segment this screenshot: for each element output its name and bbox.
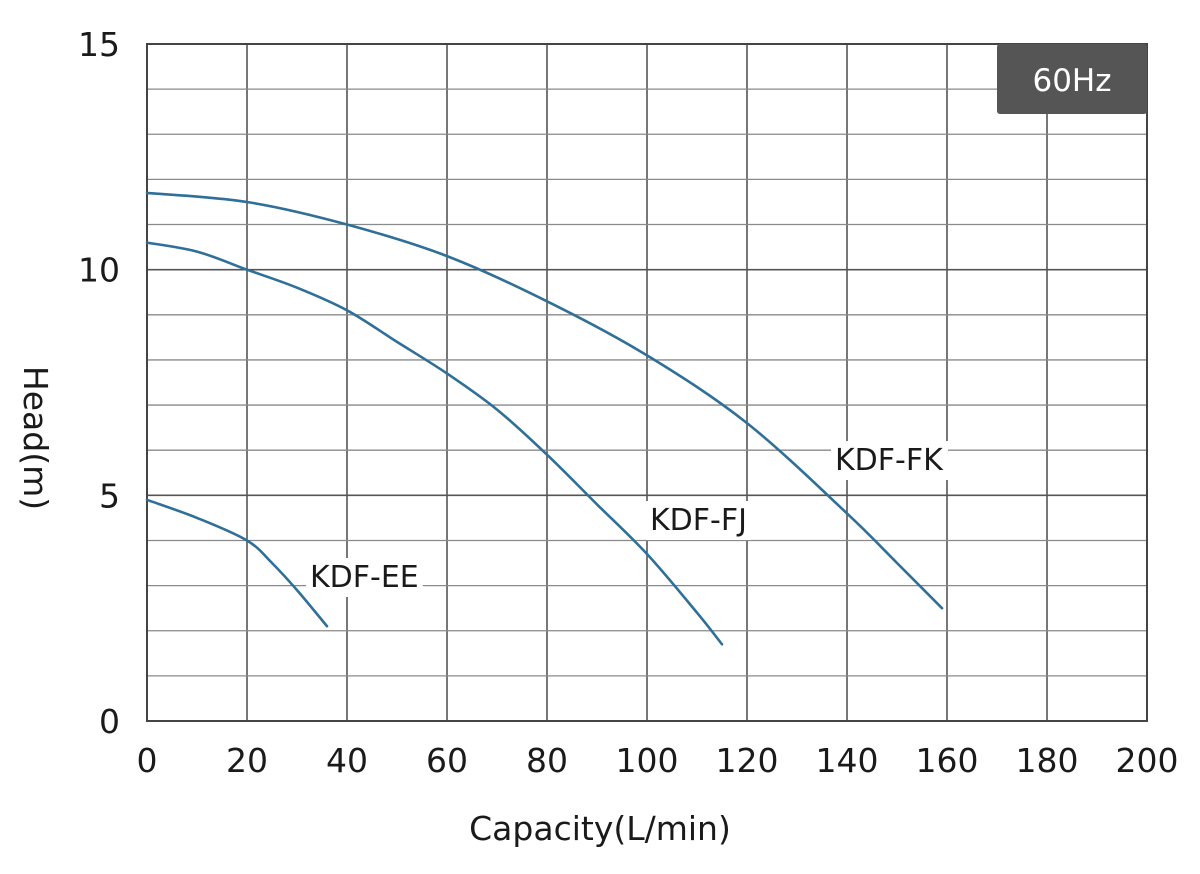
frequency-badge: 60Hz: [997, 44, 1147, 114]
y-axis-title: Head(m): [16, 366, 55, 510]
x-tick-label: 200: [1116, 741, 1179, 780]
y-tick-label: 15: [78, 25, 120, 64]
y-tick-label: 0: [99, 702, 120, 741]
x-tick-label: 80: [526, 741, 568, 780]
x-tick-label: 40: [326, 741, 368, 780]
series-label-background: [646, 501, 751, 540]
badge-background: [997, 44, 1147, 114]
series-line-kdf-ee: [145, 498, 329, 628]
x-tick-label: 20: [226, 741, 268, 780]
series-label-background: [306, 558, 423, 597]
y-tick-label: 5: [99, 476, 120, 515]
y-tick-label: 10: [78, 251, 120, 290]
series-line-kdf-fk: [145, 191, 944, 610]
x-tick-label: 160: [916, 741, 979, 780]
series-label-kdf-fj: KDF-FJ: [650, 503, 747, 538]
series-line-kdf-fj: [145, 241, 724, 646]
grid: [146, 43, 1148, 722]
y-tick-labels: 0 5 10 15: [78, 25, 120, 741]
x-tick-label: 180: [1016, 741, 1079, 780]
x-tick-label: 100: [616, 741, 679, 780]
x-tick-label: 120: [716, 741, 779, 780]
badge-label: 60Hz: [1032, 63, 1111, 99]
x-tick-label: 60: [426, 741, 468, 780]
x-tick-label: 0: [137, 741, 158, 780]
plot-frame: [146, 43, 1148, 722]
x-tick-labels: 0 20 40 60 80 100 120 140 160 180 200: [137, 741, 1179, 780]
x-axis-title: Capacity(L/min): [469, 809, 731, 848]
series-labels: KDF-EE KDF-FJ KDF-FK: [306, 441, 949, 597]
series-label-kdf-ee: KDF-EE: [310, 560, 419, 595]
x-tick-label: 140: [816, 741, 879, 780]
series-curves: [145, 191, 944, 646]
series-label-kdf-fk: KDF-FK: [835, 443, 944, 478]
series-label-background: [831, 441, 949, 480]
